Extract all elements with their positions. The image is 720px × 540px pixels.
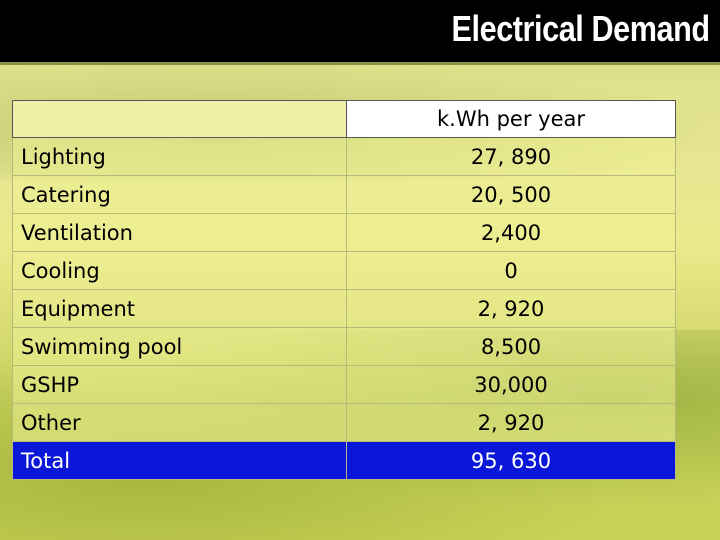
row-value: 0 [346, 251, 676, 290]
table-row: Equipment 2, 920 [12, 289, 676, 328]
total-value: 95, 630 [346, 441, 676, 480]
electrical-demand-table: k.Wh per year Lighting 27, 890 Catering … [12, 100, 676, 480]
table-row: GSHP 30,000 [12, 365, 676, 404]
row-value: 30,000 [346, 365, 676, 404]
row-value: 2,400 [346, 213, 676, 252]
title-divider [0, 62, 720, 65]
row-label: GSHP [12, 365, 347, 404]
table-row: Swimming pool 8,500 [12, 327, 676, 366]
table-row: Cooling 0 [12, 251, 676, 290]
row-label: Other [12, 403, 347, 442]
row-label: Cooling [12, 251, 347, 290]
total-label: Total [12, 441, 347, 480]
row-value: 2, 920 [346, 403, 676, 442]
header-blank-cell [12, 100, 347, 138]
table-row: Other 2, 920 [12, 403, 676, 442]
slide-title: Electrical Demand [451, 8, 711, 49]
total-row: Total 95, 630 [12, 441, 676, 480]
table-header-row: k.Wh per year [12, 100, 676, 138]
row-value: 20, 500 [346, 175, 676, 214]
row-label: Ventilation [12, 213, 347, 252]
row-label: Catering [12, 175, 347, 214]
row-value: 2, 920 [346, 289, 676, 328]
row-label: Lighting [12, 137, 347, 176]
row-value: 8,500 [346, 327, 676, 366]
table-row: Ventilation 2,400 [12, 213, 676, 252]
table-row: Lighting 27, 890 [12, 137, 676, 176]
row-value: 27, 890 [346, 137, 676, 176]
column-header: k.Wh per year [346, 100, 676, 138]
row-label: Equipment [12, 289, 347, 328]
table-row: Catering 20, 500 [12, 175, 676, 214]
row-label: Swimming pool [12, 327, 347, 366]
title-bar: Electrical Demand [0, 0, 720, 62]
